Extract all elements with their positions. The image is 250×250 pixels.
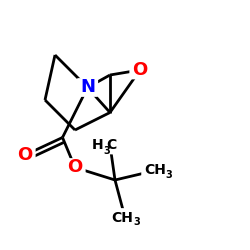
FancyBboxPatch shape <box>94 136 126 154</box>
Text: H: H <box>92 138 104 152</box>
Text: CH: CH <box>144 163 166 177</box>
Text: C: C <box>106 138 117 152</box>
Text: O: O <box>68 158 82 176</box>
Text: 3: 3 <box>166 170 172 179</box>
Text: 3: 3 <box>133 217 140 227</box>
FancyBboxPatch shape <box>77 78 98 97</box>
Text: 3: 3 <box>104 146 110 156</box>
Text: CH: CH <box>112 210 134 224</box>
FancyBboxPatch shape <box>130 60 150 80</box>
Text: N: N <box>80 78 95 96</box>
FancyBboxPatch shape <box>109 208 141 227</box>
Text: O: O <box>132 61 148 79</box>
FancyBboxPatch shape <box>64 158 86 177</box>
FancyBboxPatch shape <box>141 161 174 180</box>
FancyBboxPatch shape <box>14 146 36 165</box>
Text: O: O <box>18 146 32 164</box>
